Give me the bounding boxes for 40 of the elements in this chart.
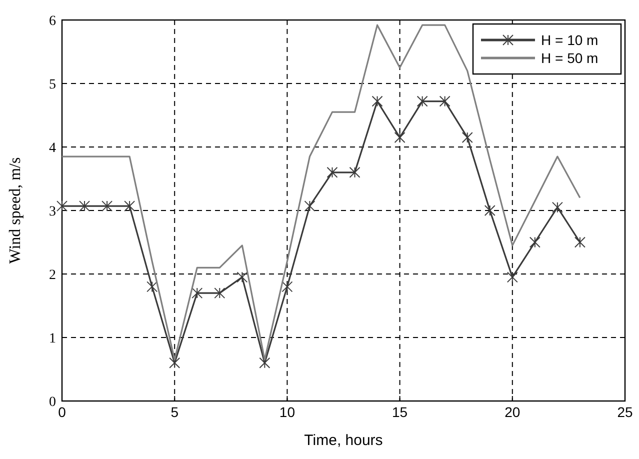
point [169,357,180,368]
point [146,281,158,292]
point [102,200,113,212]
y-axis-title: Wind speed, m/s [7,157,24,264]
point [192,288,203,299]
point [372,96,383,107]
y-tick-label: 6 [49,14,56,29]
point [416,96,428,107]
y-tick-label: 1 [49,332,56,346]
point [574,236,586,248]
point [56,200,68,212]
x-tick-label: 10 [279,404,296,420]
legend-label: H = 50 m [541,50,598,66]
legend-label: H = 10 m [541,32,598,48]
x-tick-label: 25 [617,404,633,420]
point [124,200,136,212]
point [506,272,518,283]
point [214,288,226,299]
line-series [61,24,581,361]
x-tick-label: 5 [170,404,179,420]
point [394,132,406,143]
point [349,166,360,178]
x-tick-label: 15 [392,404,408,420]
point [259,357,270,368]
point [236,272,248,283]
point [484,205,496,216]
y-tick-label: 5 [49,78,56,92]
point [304,200,316,212]
y-tick-label: 4 [49,141,56,156]
y-tick-label: 3 [49,204,56,220]
point [462,132,473,143]
y-tick-label: 2 [49,268,56,283]
x-axis-title: Time, hours [304,432,383,449]
point [529,236,540,248]
point [282,281,293,292]
point [326,166,338,178]
point [439,96,450,107]
point [79,200,90,212]
point [552,202,563,213]
x-tick-label: 20 [504,404,520,420]
